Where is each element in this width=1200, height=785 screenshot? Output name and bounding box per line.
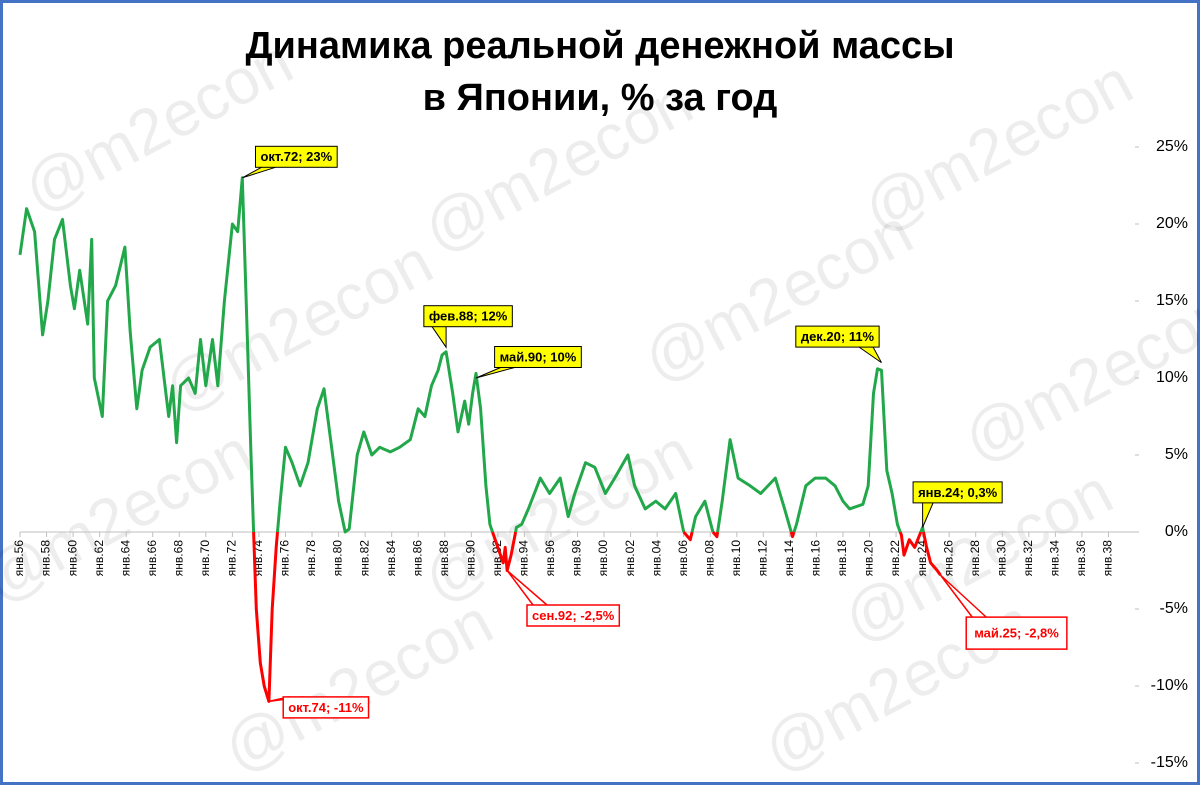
line-negative (682, 531, 694, 542)
y-tick-label: -15% (1151, 754, 1188, 771)
annotation-label: янв.24; 0,3% (918, 485, 998, 500)
chart-title: Динамика реальной денежной массы (245, 25, 954, 67)
annotation-pointer (242, 166, 276, 179)
x-tick-label: янв.14 (782, 540, 796, 577)
annotation: янв.24; 0,3% (912, 481, 1003, 528)
x-tick-label: янв.78 (304, 540, 318, 577)
line-positive (919, 525, 925, 533)
line-negative (789, 531, 796, 539)
x-tick-label: янв.96 (543, 540, 557, 577)
x-tick-label: янв.56 (12, 540, 26, 577)
annotation: окт.72; 23% (242, 145, 338, 179)
x-tick-label: янв.90 (463, 540, 477, 577)
line-positive (690, 499, 715, 533)
x-tick-label: янв.00 (596, 540, 610, 577)
annotation: фев.88; 12% (423, 305, 513, 349)
y-tick-label: 0% (1165, 523, 1188, 540)
x-tick-label: янв.92 (490, 540, 504, 577)
x-tick-label: янв.16 (809, 540, 823, 577)
x-tick-label: янв.24 (915, 540, 929, 577)
annotation-box (526, 604, 621, 627)
annotation-label: фев.88; 12% (429, 309, 508, 324)
chart-title: в Японии, % за год (423, 77, 778, 119)
annotation: дек.20; 11% (795, 325, 882, 364)
x-tick-label: янв.28 (968, 540, 982, 577)
x-tick-label: янв.12 (756, 540, 770, 577)
annotation-pointer (922, 502, 934, 528)
line-negative (252, 531, 279, 703)
annotation-pointer (475, 367, 515, 379)
line-positive (514, 453, 686, 533)
x-tick-label: янв.36 (1074, 540, 1088, 577)
x-tick-label: янв.08 (702, 540, 716, 577)
x-tick-label: янв.84 (384, 540, 398, 577)
annotation-label: дек.20; 11% (801, 329, 875, 344)
x-tick-label: янв.30 (994, 540, 1008, 577)
annotation-pointer (939, 574, 987, 618)
x-tick-label: янв.38 (1101, 540, 1115, 577)
x-tick-label: янв.64 (118, 540, 132, 577)
x-tick-label: янв.32 (1021, 540, 1035, 577)
annotation: окт.74; -11% (268, 696, 370, 719)
annotation-box (254, 145, 338, 168)
x-tick-label: янв.18 (835, 540, 849, 577)
x-tick-label: янв.58 (39, 540, 53, 577)
line-negative (711, 531, 720, 539)
x-tick-label: янв.80 (331, 540, 345, 577)
x-tick-label: янв.98 (570, 540, 584, 577)
line-negative (491, 531, 518, 572)
annotation-label: май.90; 10% (500, 349, 577, 364)
x-tick-label: янв.04 (649, 540, 663, 577)
x-tick-label: янв.68 (171, 540, 185, 577)
x-tick-label: янв.82 (357, 540, 371, 577)
y-tick-label: -5% (1160, 600, 1188, 617)
y-tick-label: 25% (1156, 138, 1188, 155)
annotation-pointer (858, 346, 882, 364)
annotation-box (912, 481, 1003, 504)
x-tick-label: янв.02 (623, 540, 637, 577)
annotation-box (282, 696, 370, 719)
x-tick-label: янв.60 (65, 540, 79, 577)
y-tick-label: 10% (1156, 369, 1188, 386)
x-tick-label: янв.26 (941, 540, 955, 577)
x-tick-label: янв.06 (676, 540, 690, 577)
line-positive (18, 176, 256, 533)
x-tick-label: янв.88 (437, 540, 451, 577)
annotation-label: май.25; -2,8% (974, 626, 1059, 641)
x-tick-label: янв.94 (517, 540, 531, 577)
x-tick-label: янв.10 (729, 540, 743, 577)
line-positive (792, 367, 902, 533)
y-tick-label: -10% (1151, 677, 1188, 694)
annotation-box (795, 325, 880, 348)
annotation-box (965, 616, 1068, 650)
x-tick-label: янв.70 (198, 540, 212, 577)
annotation-label: сен.92; -2,5% (532, 608, 615, 623)
x-tick-label: янв.86 (410, 540, 424, 577)
y-tick-label: 20% (1156, 215, 1188, 232)
line-negative (922, 531, 942, 576)
annotation-box (423, 305, 513, 328)
x-tick-label: янв.62 (92, 540, 106, 577)
line-positive (716, 438, 793, 533)
x-tick-label: янв.22 (888, 540, 902, 577)
annotation: сен.92; -2,5% (506, 569, 621, 627)
x-tick-label: янв.34 (1048, 540, 1062, 577)
y-tick-label: 5% (1165, 446, 1188, 463)
annotation: май.25; -2,8% (939, 574, 1068, 650)
x-tick-label: янв.20 (862, 540, 876, 577)
y-tick-label: 15% (1156, 292, 1188, 309)
x-tick-label: янв.76 (278, 540, 292, 577)
annotation: май.90; 10% (475, 346, 582, 379)
line-negative (898, 531, 923, 557)
x-tick-label: янв.66 (145, 540, 159, 577)
line-positive (276, 350, 494, 534)
annotation-pointer (431, 326, 447, 349)
annotation-box (494, 346, 582, 368)
annotation-pointer (506, 569, 548, 606)
x-tick-label: янв.72 (225, 540, 239, 577)
annotation-label: окт.74; -11% (288, 700, 364, 715)
annotation-label: окт.72; 23% (260, 149, 332, 164)
